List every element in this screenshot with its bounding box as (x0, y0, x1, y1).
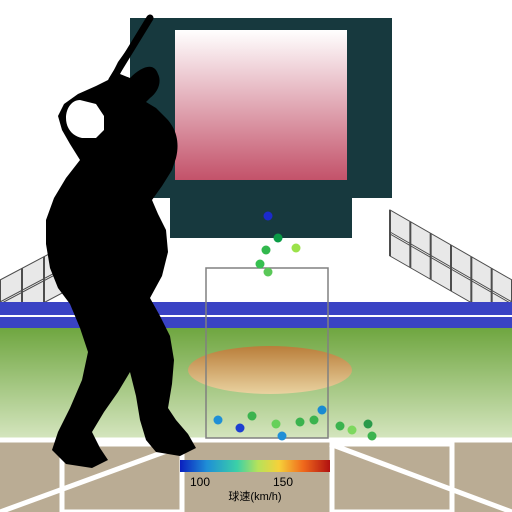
pitch-point (272, 420, 281, 429)
pitch-point (264, 268, 273, 277)
colorbar-tick: 100 (190, 475, 210, 489)
pitch-point (348, 426, 357, 435)
pitch-point (236, 424, 245, 433)
pitch-point (248, 412, 257, 421)
pitch-point (214, 416, 223, 425)
pitch-point (264, 212, 273, 221)
colorbar-label: 球速(km/h) (228, 489, 281, 503)
pitch-point (364, 420, 373, 429)
pitch-point (336, 422, 345, 431)
pitch-point (318, 406, 327, 415)
pitch-point (310, 416, 319, 425)
colorbar (180, 460, 330, 472)
pitch-point (296, 418, 305, 427)
pitch-point (262, 246, 271, 255)
pitch-point (292, 244, 301, 253)
pitch-point (274, 234, 283, 243)
pitch-location-chart: 100 150球速(km/h) (0, 0, 512, 512)
scoreboard-screen (175, 30, 347, 180)
pitch-point (368, 432, 377, 441)
colorbar-tick: 150 (273, 475, 293, 489)
pitch-point (256, 260, 265, 269)
pitch-point (278, 432, 287, 441)
